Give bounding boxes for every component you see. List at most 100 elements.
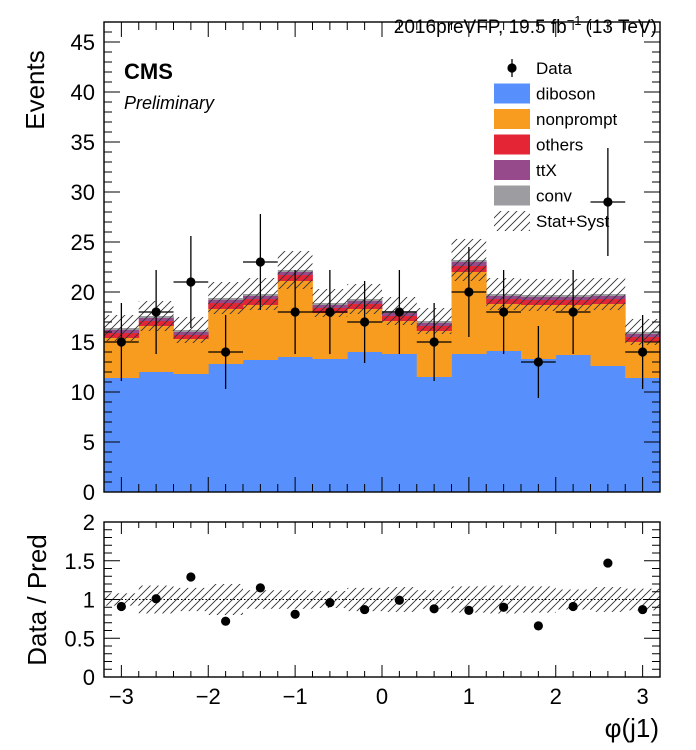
ratio-band-bin	[243, 590, 278, 609]
ratio-point	[360, 604, 370, 615]
legend-swatch	[494, 83, 530, 104]
data-point	[464, 287, 474, 297]
ratio-point	[290, 609, 300, 619]
bar-diboson	[312, 359, 348, 492]
legend-swatch	[494, 185, 530, 206]
x-tick-label: 3	[637, 684, 649, 709]
ratio-panel: −3 −2 −1 0 1 2 3 0 0.5 1 1.5 2	[64, 510, 661, 709]
y-tick-label: 45	[71, 30, 95, 55]
legend-entry-conv: conv	[494, 185, 572, 206]
legend-swatch	[494, 160, 530, 180]
ratio-point	[464, 605, 474, 615]
legend-entry-nonprompt: nonprompt	[494, 109, 618, 129]
ratio-point	[221, 616, 231, 626]
data-point	[429, 337, 439, 347]
unc-band-bin	[208, 282, 243, 314]
legend-swatch	[494, 134, 530, 155]
x-ticks	[103, 22, 661, 492]
ratio-band-bin	[590, 587, 626, 612]
legend-label: Data	[536, 59, 572, 78]
data-point	[603, 197, 613, 207]
legend-entry-data: Data	[507, 59, 572, 78]
bar-nonprompt	[243, 305, 279, 360]
ratio-y-tick-label: 0.5	[64, 626, 95, 651]
bar-diboson	[625, 378, 661, 492]
x-ticks	[103, 522, 661, 677]
bar-diboson	[243, 360, 279, 492]
ratio-y-tick-label: 1	[83, 588, 95, 613]
y-tick-label: 0	[83, 480, 95, 505]
ratio-band-bin	[625, 588, 660, 611]
ratio-y-tick-label: 0	[83, 665, 95, 690]
x-tick-label: −2	[196, 684, 221, 709]
legend-entry-others: others	[494, 134, 583, 155]
ratio-band-bin	[277, 590, 313, 609]
legend-label: ttX	[536, 161, 557, 180]
x-tick-label: 0	[376, 684, 388, 709]
bar-diboson	[555, 355, 591, 492]
legend: Data diboson nonprompt others ttX conv Stat+Sy…	[494, 59, 618, 231]
data-point	[325, 307, 335, 317]
legend-entry-ttx: ttX	[494, 160, 557, 180]
legend-swatch	[494, 109, 530, 129]
ratio-y-tick-label: 2	[83, 510, 95, 535]
ratio-point	[429, 604, 439, 614]
x-tick-labels: −3 −2 −1 0 1 2 3	[109, 684, 649, 709]
legend-swatch	[494, 211, 530, 231]
bar-diboson	[104, 378, 140, 492]
x-tick-label: 1	[463, 684, 475, 709]
ratio-band-bin	[104, 593, 139, 606]
y-tick-label: 10	[71, 380, 95, 405]
y-ticks: 0 5 10 15 20 25 30 35 40 45	[71, 30, 660, 505]
data-point	[116, 337, 126, 347]
bar-diboson	[451, 354, 487, 492]
ratio-band	[104, 584, 660, 615]
legend-marker	[507, 63, 517, 73]
x-tick-label: −1	[283, 684, 308, 709]
legend-label: Stat+Syst	[536, 212, 610, 231]
y-tick-label: 20	[71, 280, 95, 305]
data-point	[221, 347, 231, 357]
data-point	[255, 257, 265, 267]
bar-nonprompt	[173, 339, 209, 374]
legend-entry-diboson: diboson	[494, 83, 596, 104]
ratio-point	[533, 621, 543, 631]
bar-diboson	[173, 374, 209, 492]
ratio-y-axis-title: Data / Pred	[22, 534, 52, 666]
ratio-point	[394, 595, 404, 605]
data-point	[186, 277, 196, 287]
ratio-y-tick-label: 1.5	[64, 549, 95, 574]
y-tick-label: 5	[83, 430, 95, 455]
x-tick-label: −3	[109, 684, 134, 709]
data-point	[394, 307, 404, 317]
ratio-band-bin	[173, 587, 209, 612]
data-point	[290, 307, 300, 317]
bar-nonprompt	[590, 304, 626, 366]
ratio-point	[325, 598, 335, 608]
x-axis-title: φ(j1)	[605, 713, 659, 743]
bar-diboson	[486, 351, 522, 492]
legend-label: conv	[536, 187, 572, 206]
ratio-y-ticks: 0 0.5 1 1.5 2	[64, 510, 660, 690]
experiment-label: CMS	[124, 59, 173, 84]
stack-diboson	[104, 351, 661, 492]
y-tick-label: 40	[71, 80, 95, 105]
ratio-point	[186, 572, 196, 582]
unc-band-bin	[521, 279, 556, 311]
data-point	[151, 307, 161, 317]
bar-diboson	[416, 377, 452, 492]
main-panel: 0 5 10 15 20 25 30 35 40 45	[71, 21, 661, 505]
bar-diboson	[590, 366, 626, 492]
data-point	[499, 307, 509, 317]
y-tick-label: 35	[71, 130, 95, 155]
ratio-point	[603, 558, 613, 568]
data-point	[568, 307, 578, 317]
y-tick-label: 15	[71, 330, 95, 355]
ratio-point	[638, 604, 648, 615]
bar-diboson	[382, 354, 418, 492]
legend-label: diboson	[536, 85, 596, 104]
y-axis-title: Events	[20, 50, 50, 130]
legend-label: others	[536, 136, 583, 155]
